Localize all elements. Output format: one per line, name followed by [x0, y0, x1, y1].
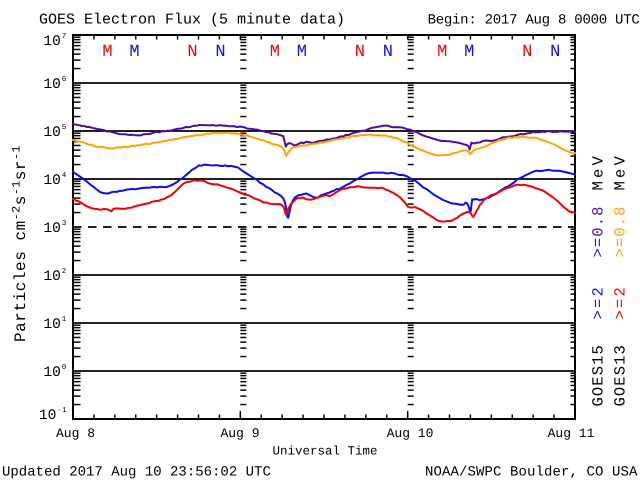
svg-text:M: M: [270, 43, 280, 62]
svg-text:N: N: [522, 43, 532, 62]
svg-text:>=2: >=2: [590, 285, 608, 320]
svg-text:7: 7: [62, 33, 67, 41]
svg-text:10: 10: [43, 365, 60, 381]
svg-text:3: 3: [62, 219, 67, 228]
svg-text:M: M: [129, 43, 139, 62]
svg-text:N: N: [187, 43, 197, 62]
svg-text:Aug 10: Aug 10: [387, 426, 434, 441]
svg-text:10: 10: [43, 317, 60, 333]
svg-text:GOES Electron Flux (5 minute d: GOES Electron Flux (5 minute data): [39, 12, 345, 29]
svg-text:4: 4: [62, 172, 67, 180]
svg-text:>=0.8: >=0.8: [590, 205, 608, 257]
svg-text:N: N: [383, 43, 393, 62]
svg-text:10: 10: [43, 269, 60, 285]
svg-text:10: 10: [43, 125, 60, 141]
svg-text:M: M: [297, 43, 307, 62]
svg-text:M: M: [102, 43, 112, 62]
svg-text:GOES15: GOES15: [590, 344, 608, 406]
svg-text:1: 1: [62, 316, 67, 324]
svg-text:Particles cm-2s-1sr-1: Particles cm-2s-1sr-1: [11, 145, 31, 342]
svg-text:M: M: [464, 43, 474, 62]
svg-text:N: N: [355, 43, 365, 62]
svg-text:Aug 11: Aug 11: [548, 426, 595, 441]
svg-text:N: N: [550, 43, 560, 62]
svg-text:0: 0: [62, 363, 67, 372]
svg-text:Begin: 2017 Aug 8 0000 UTC: Begin: 2017 Aug 8 0000 UTC: [428, 13, 640, 29]
svg-text:Aug 8: Aug 8: [56, 426, 95, 441]
svg-text:10: 10: [43, 173, 60, 189]
svg-text:M: M: [437, 43, 447, 62]
svg-text:Aug 9: Aug 9: [220, 426, 259, 441]
svg-text:GOES13: GOES13: [612, 344, 630, 406]
svg-text:>=0.8: >=0.8: [612, 205, 630, 257]
svg-text:Universal Time: Universal Time: [272, 445, 377, 459]
svg-text:6: 6: [62, 75, 67, 84]
svg-text:5: 5: [62, 124, 67, 132]
svg-text:-1: -1: [57, 407, 67, 415]
svg-text:MeV: MeV: [612, 153, 630, 191]
svg-text:>=2: >=2: [612, 285, 630, 320]
svg-text:10: 10: [43, 77, 60, 93]
svg-text:MeV: MeV: [590, 153, 608, 191]
svg-text:NOAA/SWPC Boulder, CO USA: NOAA/SWPC Boulder, CO USA: [425, 465, 638, 481]
svg-text:N: N: [215, 43, 225, 62]
svg-text:10: 10: [39, 408, 56, 424]
svg-text:10: 10: [43, 34, 60, 50]
svg-text:Updated 2017 Aug 10 23:56:02 U: Updated 2017 Aug 10 23:56:02 UTC: [2, 465, 271, 481]
svg-text:2: 2: [62, 267, 67, 276]
svg-text:10: 10: [43, 221, 60, 237]
